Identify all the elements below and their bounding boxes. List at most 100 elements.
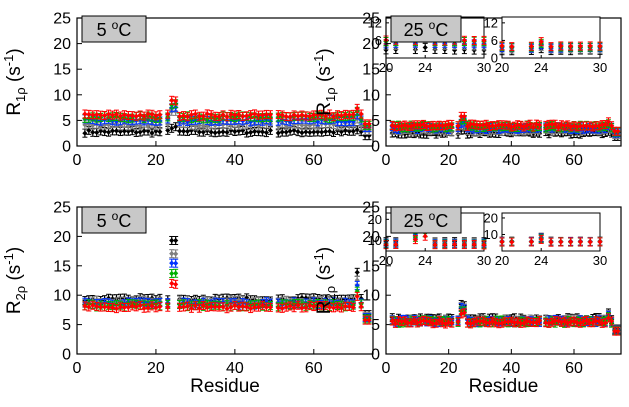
- data-point: [192, 301, 198, 311]
- data-point: [149, 109, 155, 119]
- data-point: [315, 110, 321, 120]
- data-point: [157, 110, 163, 120]
- inset-data-point: [597, 237, 603, 247]
- data-point: [157, 302, 163, 312]
- data-point: [609, 121, 615, 131]
- data-point: [449, 318, 455, 328]
- data-point: [244, 302, 250, 312]
- data-point: [350, 302, 356, 312]
- data-point: [424, 122, 430, 132]
- data-point: [267, 125, 273, 135]
- y-tick-label: 5: [62, 113, 71, 130]
- temperature-badge: [81, 206, 147, 234]
- y-tick-label: 25: [362, 200, 380, 217]
- y-axis-label: R2ρ (s-1): [1, 247, 28, 314]
- inset-chart: 20 24 30 10 20: [484, 210, 608, 268]
- inset-data-point: [587, 237, 593, 247]
- data-point: [303, 303, 309, 313]
- data-point: [546, 119, 552, 129]
- data-point: [486, 121, 492, 131]
- inset-x-tick-label: 20: [495, 60, 509, 75]
- data-point: [483, 119, 489, 129]
- inset-data-point: [568, 237, 574, 247]
- data-point: [436, 120, 442, 130]
- data-point: [117, 111, 124, 121]
- data-point: [165, 109, 171, 119]
- data-point: [125, 110, 131, 120]
- inset-data-point: [393, 239, 399, 249]
- data-point: [458, 111, 464, 121]
- y-tick-label: 0: [62, 347, 71, 364]
- data-point: [562, 121, 568, 131]
- data-point: [173, 236, 179, 246]
- temperature-label: 5 oC: [97, 209, 132, 231]
- x-tick-label: 0: [73, 360, 82, 377]
- inset-data-point: [461, 35, 467, 45]
- data-point: [279, 110, 285, 120]
- data-point: [102, 110, 108, 120]
- data-point: [461, 111, 467, 121]
- data-point: [402, 120, 408, 130]
- data-point: [90, 300, 96, 310]
- data-point: [295, 300, 301, 310]
- data-point: [366, 119, 372, 129]
- inset-y-tick-label: 20: [484, 210, 498, 225]
- inset-data-point: [499, 41, 505, 51]
- data-point: [252, 302, 258, 312]
- data-point: [169, 95, 175, 105]
- inset-data-point: [452, 239, 458, 249]
- data-point: [263, 302, 270, 312]
- data-point: [267, 110, 273, 120]
- data-point: [177, 111, 183, 121]
- data-point: [549, 317, 555, 327]
- data-point: [319, 109, 325, 119]
- data-point: [200, 301, 206, 311]
- data-point: [483, 318, 489, 328]
- temperature-label: 25 oC: [404, 18, 449, 40]
- data-point: [94, 110, 100, 120]
- data-point: [323, 301, 329, 311]
- data-point: [216, 111, 222, 121]
- data-point: [153, 111, 159, 121]
- inset-x-tick-label: 30: [477, 253, 491, 268]
- x-tick-label: 40: [502, 360, 520, 377]
- data-point: [350, 126, 356, 136]
- data-point: [392, 318, 398, 328]
- y-tick-label: 5: [62, 317, 71, 334]
- inset-data-point: [442, 240, 448, 250]
- inset-y-tick-label: 6: [375, 33, 382, 48]
- data-point: [173, 258, 179, 268]
- y-tick-label: 20: [362, 229, 380, 246]
- data-point: [220, 110, 226, 120]
- data-point: [524, 120, 530, 130]
- data-point: [228, 109, 234, 119]
- y-tick-label: 10: [53, 288, 71, 305]
- y-tick-label: 5: [371, 317, 380, 334]
- data-point: [583, 316, 590, 326]
- data-point: [173, 249, 179, 259]
- data-point: [259, 110, 266, 120]
- data-point: [543, 120, 549, 130]
- y-tick-label: 20: [362, 36, 380, 53]
- data-point: [521, 122, 527, 132]
- axes-frame: [76, 206, 374, 355]
- data-point: [188, 110, 195, 120]
- data-point: [439, 318, 445, 328]
- data-point: [184, 112, 191, 122]
- inset-data-point: [548, 237, 554, 247]
- data-point: [338, 111, 345, 121]
- data-point: [86, 302, 92, 312]
- series-field-5: [82, 278, 372, 325]
- data-point: [204, 302, 210, 312]
- data-point: [536, 316, 543, 326]
- data-point: [399, 317, 405, 327]
- data-point: [533, 318, 539, 328]
- data-point: [145, 303, 151, 313]
- data-point: [402, 316, 408, 326]
- data-point: [338, 303, 345, 313]
- data-point: [518, 318, 524, 328]
- y-tick-label: 25: [53, 11, 71, 28]
- data-point: [433, 318, 439, 328]
- data-point: [299, 110, 305, 120]
